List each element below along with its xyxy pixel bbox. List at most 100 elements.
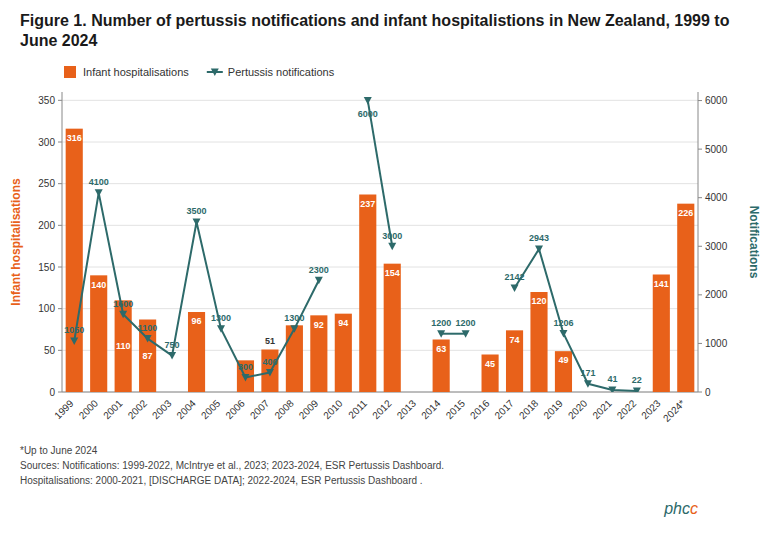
marker	[70, 337, 78, 345]
line	[74, 193, 319, 378]
line-data-label: 2142	[505, 272, 525, 282]
y2-tick	[698, 294, 702, 295]
x-tick-label: 2024*	[661, 398, 687, 424]
plot-area	[66, 97, 695, 392]
grid-line	[62, 350, 698, 351]
title: Figure 1. Number of pertussis notificati…	[20, 12, 734, 49]
bar	[286, 325, 303, 392]
legend-symbol	[64, 66, 76, 78]
grid-line	[62, 392, 698, 393]
marker	[633, 387, 641, 392]
y2-tick-label: 1000	[705, 338, 728, 349]
bar-data-label: 96	[192, 316, 202, 326]
grid-line	[62, 183, 698, 184]
grid-line	[62, 142, 698, 143]
y-tick	[58, 267, 62, 268]
y2-tick-label: 0	[705, 387, 711, 398]
y-tick	[58, 183, 62, 184]
line-data-label: 2943	[529, 233, 549, 243]
y-tick	[58, 142, 62, 143]
axes: 0501001502002503003500100020003000400050…	[38, 92, 727, 424]
bar-data-label: 74	[510, 335, 520, 345]
x-tick-label: 1999	[52, 397, 76, 421]
y-tick	[58, 308, 62, 309]
marker	[584, 380, 592, 388]
bar	[433, 340, 450, 393]
y-tick-label: 300	[38, 137, 55, 148]
bar	[164, 392, 181, 393]
line	[368, 101, 392, 247]
data-labels: 1050316410014016001101100877503500961300…	[64, 109, 693, 385]
marker	[266, 369, 274, 377]
y-tick	[58, 225, 62, 226]
x-tick-label: 2011	[346, 397, 369, 420]
marker	[388, 243, 396, 251]
bar	[506, 330, 523, 392]
y-tick-label: 350	[38, 95, 55, 106]
marker	[168, 352, 176, 360]
footnote: Sources: Notifications: 1999-2022, McInt…	[20, 460, 444, 471]
y2-tick	[698, 343, 702, 344]
line-data-label: 1300	[284, 313, 304, 323]
x-tick-label: 2022	[615, 397, 639, 421]
line-data-label: 171	[580, 368, 595, 378]
bar-data-label: 87	[143, 351, 153, 361]
bar-data-label: 94	[338, 318, 348, 328]
bar	[653, 275, 670, 393]
bar	[261, 350, 278, 393]
bar	[359, 195, 376, 393]
x-tick-label: 2015	[444, 397, 468, 421]
y-tick	[58, 350, 62, 351]
bar	[335, 314, 352, 392]
marker	[535, 246, 543, 254]
line-data-label: 300	[238, 362, 253, 372]
bar	[188, 312, 205, 392]
x-tick-label: 2002	[126, 397, 150, 421]
bar	[115, 300, 132, 392]
line-data-label: 41	[607, 374, 617, 384]
x-tick-label: 2020	[566, 397, 590, 421]
marker	[241, 374, 249, 382]
chart: Figure 1. Number of pertussis notificati…	[0, 0, 764, 543]
line	[515, 249, 637, 391]
x-tick-label: 2021	[590, 397, 614, 421]
y2-tick-label: 5000	[705, 144, 728, 155]
y2-tick	[698, 197, 702, 198]
y-tick-label: 100	[38, 303, 55, 314]
marker	[193, 218, 201, 226]
marker	[217, 325, 225, 333]
x-tick-label: 2012	[370, 397, 394, 421]
bar-data-label: 140	[91, 280, 106, 290]
marker	[364, 97, 372, 105]
line-data-label: 1100	[138, 323, 158, 333]
legend-label: Infant hospitalisations	[83, 66, 189, 78]
y2-tick-label: 2000	[705, 289, 728, 300]
bar	[310, 315, 327, 392]
line-data-label: 1200	[456, 318, 476, 328]
line-data-label: 1206	[553, 318, 573, 328]
marker	[462, 330, 470, 338]
y-axis-line	[62, 92, 63, 392]
bar-data-label: 92	[314, 320, 324, 330]
x-tick-label: 2009	[297, 397, 321, 421]
bar	[384, 264, 401, 392]
line-data-label: 22	[632, 375, 642, 385]
marker	[437, 330, 445, 338]
y-tick	[58, 392, 62, 393]
y2-tick-label: 3000	[705, 241, 728, 252]
x-tick-label: 2008	[272, 397, 296, 421]
y2-tick-label: 6000	[705, 95, 728, 106]
bar-data-label: 63	[436, 344, 446, 354]
x-tick-label: 2018	[517, 397, 541, 421]
bar	[90, 275, 107, 392]
bar	[408, 392, 425, 393]
legend: Infant hospitalisationsPertussis notific…	[64, 66, 335, 78]
bar-data-label: 226	[678, 208, 693, 218]
line-data-label: 1300	[211, 313, 231, 323]
line-data-label: 750	[165, 340, 180, 350]
x-tick-label: 2013	[395, 397, 419, 421]
x-tick-label: 2003	[150, 397, 174, 421]
y2-tick	[698, 392, 702, 393]
y2-tick-label: 4000	[705, 192, 728, 203]
x-tick-label: 2017	[492, 397, 516, 421]
